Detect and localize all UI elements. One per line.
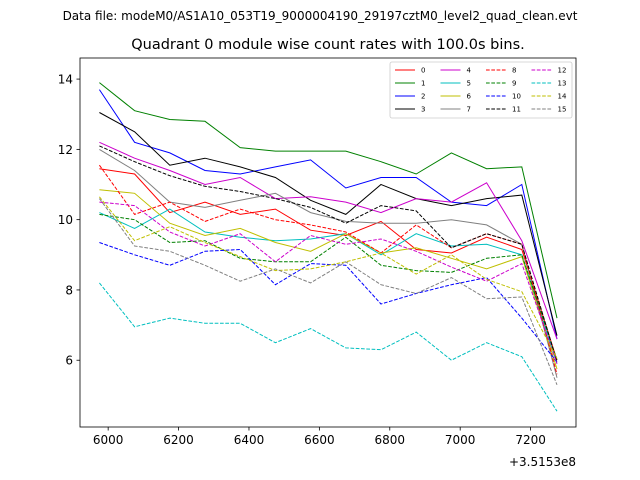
legend-label-10: 10 <box>512 93 521 101</box>
legend-label-6: 6 <box>467 93 472 101</box>
legend-label-3: 3 <box>421 106 425 114</box>
y-tick-label: 8 <box>65 283 73 297</box>
x-tick-label: 7200 <box>515 433 546 447</box>
series-line-2 <box>98 89 558 340</box>
legend-label-7: 7 <box>467 106 471 114</box>
legend-box <box>389 61 573 119</box>
series-line-0 <box>99 168 558 361</box>
series-line-15 <box>98 198 558 385</box>
y-tick-label: 6 <box>65 354 73 368</box>
legend-label-1: 1 <box>421 80 425 88</box>
series-line-4 <box>99 141 558 340</box>
x-tick-label: 6200 <box>163 433 194 447</box>
series-line-6 <box>99 189 558 370</box>
series-line-11 <box>99 145 558 363</box>
series-line-13 <box>99 282 558 412</box>
series-line-14 <box>99 196 558 359</box>
x-tick-label: 6800 <box>375 433 406 447</box>
plot-area: 6000 6200 6400 6600 6800 7000 7200681012140123… <box>58 57 577 447</box>
legend-label-8: 8 <box>512 67 516 75</box>
axes-frame <box>79 57 577 428</box>
legend-label-0: 0 <box>421 67 425 75</box>
chart-suptitle: Data file: modeM0/AS1A10_053T19_90000041… <box>63 9 578 23</box>
chart-title: Quadrant 0 module wise count rates with … <box>131 37 525 53</box>
legend-label-15: 15 <box>558 106 567 114</box>
legend-label-11: 11 <box>512 106 521 114</box>
series-line-8 <box>98 164 558 375</box>
series-line-9 <box>99 213 558 361</box>
legend-label-4: 4 <box>467 67 472 75</box>
legend-label-14: 14 <box>558 93 567 101</box>
legend-label-9: 9 <box>512 80 516 88</box>
y-tick-label: 12 <box>58 143 73 157</box>
legend-label-5: 5 <box>467 80 471 88</box>
legend-label-2: 2 <box>421 93 425 101</box>
series-line-12 <box>99 201 558 364</box>
legend-label-12: 12 <box>558 67 567 75</box>
y-tick-label: 10 <box>58 213 73 227</box>
series-line-7 <box>99 148 558 378</box>
x-offset-label: +3.5153e8 <box>509 455 576 469</box>
legend-label-13: 13 <box>558 80 567 88</box>
x-tick-label: 6000 <box>93 433 124 447</box>
series-line-1 <box>99 82 558 319</box>
series-line-5 <box>99 208 558 364</box>
x-tick-label: 7000 <box>445 433 476 447</box>
y-tick-label: 14 <box>58 73 73 87</box>
x-tick-label: 6600 <box>304 433 335 447</box>
x-tick-label: 6400 <box>234 433 265 447</box>
series-line-3 <box>99 112 558 336</box>
series-line-10 <box>99 242 558 363</box>
